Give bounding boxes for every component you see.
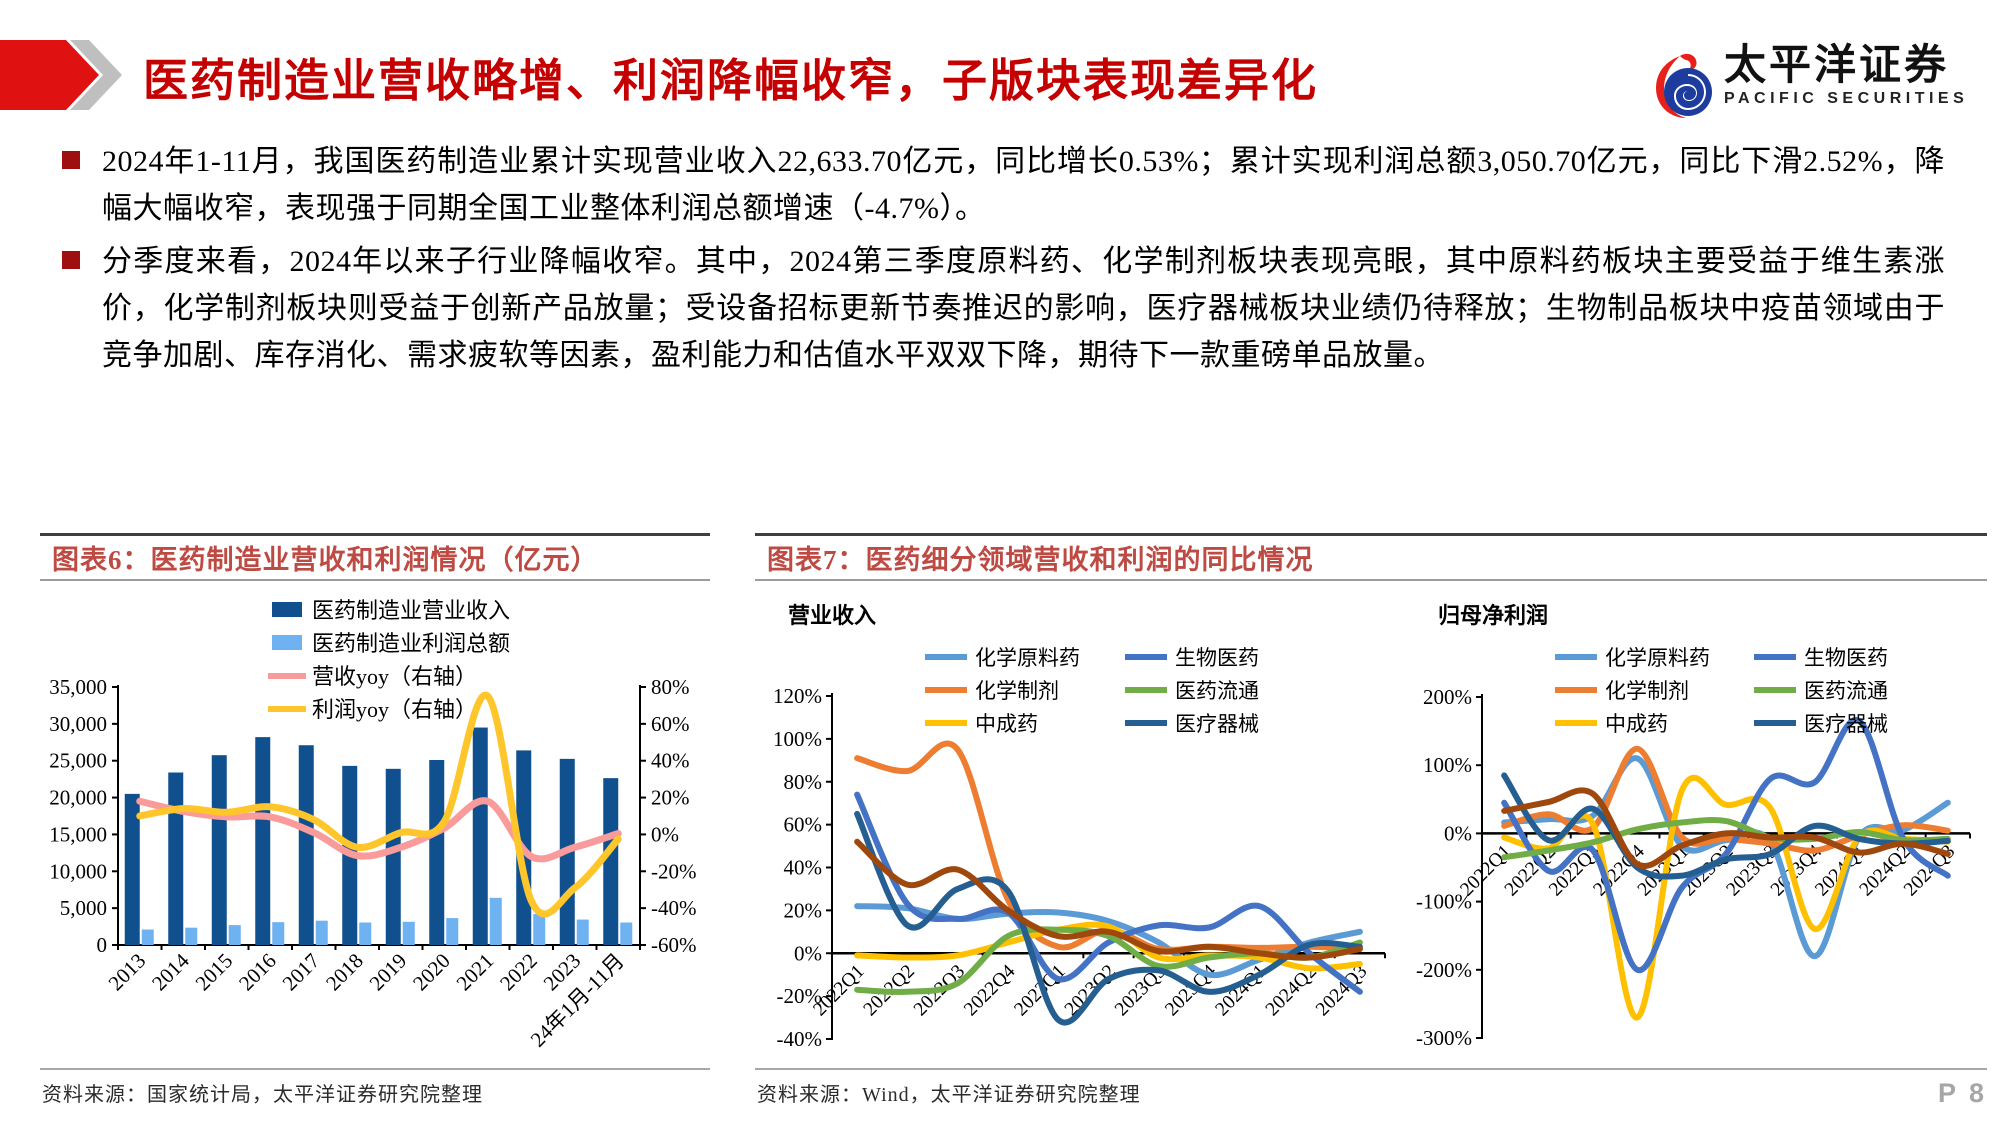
svg-text:40%: 40%: [784, 856, 823, 880]
svg-text:医疗器械: 医疗器械: [1804, 712, 1888, 736]
bullet-item: 分季度来看，2024年以来子行业降幅收窄。其中，2024第三季度原料药、化学制剂…: [60, 238, 1945, 379]
svg-text:中成药: 中成药: [1605, 712, 1668, 736]
svg-text:2022: 2022: [495, 949, 542, 996]
svg-text:2023Q2: 2023Q2: [1061, 961, 1120, 1020]
svg-text:80%: 80%: [784, 770, 823, 794]
figure7-caption: 图表7：医药细分领域营收和利润的同比情况: [755, 533, 1987, 581]
svg-text:200%: 200%: [1423, 685, 1472, 709]
header-chevron-icon: [0, 40, 122, 110]
figure7-source: 资料来源：Wind，太平洋证券研究院整理: [757, 1084, 1141, 1106]
svg-text:0%: 0%: [794, 941, 822, 965]
svg-text:20,000: 20,000: [49, 786, 107, 810]
svg-text:-100%: -100%: [1416, 890, 1472, 914]
svg-text:120%: 120%: [773, 684, 822, 708]
svg-text:化学制剂: 化学制剂: [975, 679, 1059, 703]
bullet-text: 分季度来看，2024年以来子行业降幅收窄。其中，2024第三季度原料药、化学制剂…: [102, 245, 1945, 372]
svg-text:利润yoy（右轴）: 利润yoy（右轴）: [312, 697, 477, 722]
svg-text:-300%: -300%: [1416, 1026, 1472, 1050]
page-title: 医药制造业营收略增、利润降幅收窄，子版块表现差异化: [143, 56, 1319, 106]
svg-text:2020: 2020: [408, 949, 455, 996]
bullet-marker-icon: [62, 251, 80, 269]
svg-text:化学原料药: 化学原料药: [975, 646, 1080, 670]
svg-text:2018: 2018: [321, 949, 368, 996]
logo-cn-text: 太平洋证券: [1724, 41, 1950, 88]
svg-text:2015: 2015: [191, 949, 238, 996]
figure6-divider: [40, 1068, 710, 1070]
svg-text:15,000: 15,000: [49, 822, 107, 846]
summary-bullets: 2024年1-11月，我国医药制造业累计实现营业收入22,633.70亿元，同比…: [60, 138, 1945, 385]
svg-text:2016: 2016: [234, 949, 281, 996]
svg-text:中成药: 中成药: [975, 712, 1038, 736]
svg-text:营收yoy（右轴）: 营收yoy（右轴）: [312, 664, 477, 689]
svg-text:30,000: 30,000: [49, 712, 107, 736]
svg-text:5,000: 5,000: [60, 896, 107, 920]
svg-text:-60%: -60%: [651, 933, 697, 957]
svg-text:25,000: 25,000: [49, 749, 107, 773]
svg-text:20%: 20%: [651, 786, 690, 810]
figure7-block: 图表7：医药细分领域营收和利润的同比情况 营业收入 120% 100% 80% 60% 4…: [755, 533, 1987, 1113]
svg-text:100%: 100%: [773, 727, 822, 751]
svg-text:医药制造业营业收入: 医药制造业营业收入: [312, 598, 510, 623]
svg-text:-40%: -40%: [777, 1027, 823, 1051]
svg-text:2013: 2013: [104, 949, 151, 996]
svg-text:80%: 80%: [651, 675, 690, 699]
svg-text:100%: 100%: [1423, 753, 1472, 777]
svg-text:化学原料药: 化学原料药: [1605, 646, 1710, 670]
bullet-item: 2024年1-11月，我国医药制造业累计实现营业收入22,633.70亿元，同比…: [60, 138, 1945, 232]
pacific-securities-logo: 太平洋证券 PACIFIC SECURITIES: [1650, 42, 1968, 124]
svg-text:生物医药: 生物医药: [1804, 646, 1888, 670]
svg-text:40%: 40%: [651, 749, 690, 773]
svg-text:0%: 0%: [1444, 821, 1472, 845]
svg-text:0%: 0%: [651, 822, 679, 846]
svg-text:2017: 2017: [278, 949, 325, 996]
svg-text:医疗器械: 医疗器械: [1175, 712, 1259, 736]
svg-text:2022Q4: 2022Q4: [960, 961, 1019, 1020]
figure7-profit-chart: 归母净利润200%100%0%-100%-200%-300%2022Q12022…: [1416, 603, 1971, 1050]
svg-text:10,000: 10,000: [49, 859, 107, 883]
svg-text:医药制造业利润总额: 医药制造业利润总额: [312, 631, 510, 656]
svg-text:化学制剂: 化学制剂: [1605, 679, 1689, 703]
page-number: P 8: [1938, 1078, 1988, 1108]
svg-text:归母净利润: 归母净利润: [1438, 603, 1548, 628]
svg-text:营业收入: 营业收入: [788, 603, 876, 628]
svg-text:60%: 60%: [651, 712, 690, 736]
svg-text:2019: 2019: [365, 949, 412, 996]
svg-text:-200%: -200%: [1416, 958, 1472, 982]
bullet-text: 2024年1-11月，我国医药制造业累计实现营业收入22,633.70亿元，同比…: [102, 145, 1945, 225]
logo-en-text: PACIFIC SECURITIES: [1724, 90, 1969, 107]
svg-text:-20%: -20%: [651, 859, 697, 883]
svg-text:60%: 60%: [784, 813, 823, 837]
figure6-caption: 图表6：医药制造业营收和利润情况（亿元）: [40, 533, 710, 581]
svg-text:35,000: 35,000: [49, 675, 107, 699]
svg-text:医药流通: 医药流通: [1804, 679, 1888, 703]
svg-text:0: 0: [97, 933, 108, 957]
svg-text:生物医药: 生物医药: [1175, 646, 1259, 670]
figure7-divider: [755, 1068, 1987, 1070]
figure6-chart: 0 5,000 10,000 15,000 20,000 25,000 30,000 35,0…: [49, 598, 697, 1052]
svg-text:2023Q1: 2023Q1: [1010, 961, 1069, 1020]
svg-text:2014: 2014: [147, 948, 194, 995]
figure6-source: 资料来源：国家统计局，太平洋证券研究院整理: [42, 1084, 483, 1106]
logo-icon: [1656, 53, 1712, 118]
figure6-block: 图表6：医药制造业营收和利润情况（亿元） 0 5,000 10,000 15,000 2…: [40, 533, 710, 1113]
svg-text:20%: 20%: [784, 898, 823, 922]
svg-text:-40%: -40%: [651, 896, 697, 920]
svg-text:-20%: -20%: [777, 984, 823, 1008]
figure7-revenue-chart: 营业收入120%100%80%60%40%20%0%-20%-40%2022Q1…: [773, 603, 1386, 1051]
svg-text:2021: 2021: [452, 949, 499, 996]
bullet-marker-icon: [62, 151, 80, 169]
svg-text:医药流通: 医药流通: [1175, 679, 1259, 703]
